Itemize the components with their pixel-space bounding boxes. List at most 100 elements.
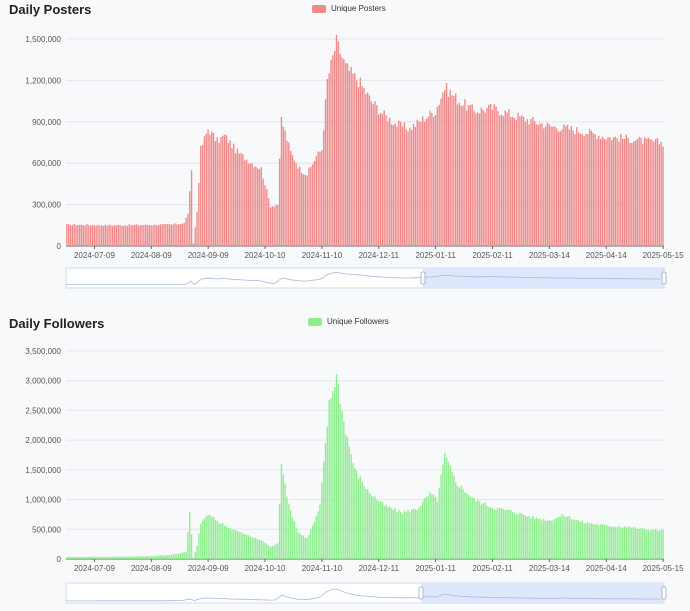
bar[interactable] [102, 556, 105, 559]
bar[interactable] [510, 117, 512, 246]
bar[interactable] [222, 523, 224, 559]
bar[interactable] [302, 535, 305, 559]
bar[interactable] [110, 556, 112, 559]
bar[interactable] [161, 224, 163, 246]
bar[interactable] [625, 134, 628, 246]
bar[interactable] [313, 161, 316, 246]
bar[interactable] [546, 122, 549, 246]
bar[interactable] [445, 83, 448, 246]
bar[interactable] [488, 507, 490, 559]
bar[interactable] [480, 504, 483, 559]
bar[interactable] [218, 523, 220, 559]
bar[interactable] [229, 527, 231, 559]
bar[interactable] [264, 185, 266, 246]
bar[interactable] [156, 555, 158, 559]
bar[interactable] [244, 160, 246, 246]
bar[interactable] [253, 538, 255, 559]
bar[interactable] [576, 520, 578, 559]
bar[interactable] [67, 556, 70, 559]
bar[interactable] [176, 553, 178, 559]
bar[interactable] [394, 507, 396, 559]
zoom-slider-handle[interactable] [661, 271, 667, 285]
bar[interactable] [187, 213, 189, 246]
bar[interactable] [132, 224, 134, 246]
bar[interactable] [328, 400, 330, 559]
bar[interactable] [576, 127, 578, 246]
bar[interactable] [123, 556, 125, 559]
bar[interactable] [629, 526, 631, 559]
bar[interactable] [366, 488, 369, 559]
bar[interactable] [467, 105, 470, 246]
bar[interactable] [405, 511, 407, 559]
bar[interactable] [640, 137, 642, 246]
bar[interactable] [387, 121, 389, 246]
bar[interactable] [654, 529, 657, 559]
bar[interactable] [425, 496, 428, 559]
bar[interactable] [146, 556, 149, 559]
bar[interactable] [366, 92, 369, 246]
bar[interactable] [363, 87, 365, 246]
bar[interactable] [167, 555, 169, 559]
bar[interactable] [596, 524, 598, 559]
bar[interactable] [643, 528, 646, 559]
bar[interactable] [535, 124, 538, 246]
bar[interactable] [403, 122, 406, 246]
bar[interactable] [649, 139, 651, 246]
bar[interactable] [295, 527, 297, 559]
bar[interactable] [499, 115, 501, 247]
bar[interactable] [255, 537, 257, 559]
bar[interactable] [658, 530, 661, 559]
bar[interactable] [566, 516, 569, 559]
bar[interactable] [546, 520, 549, 559]
bar[interactable] [374, 101, 376, 246]
bar[interactable] [464, 492, 466, 559]
bar[interactable] [620, 527, 622, 559]
bar[interactable] [361, 86, 363, 246]
bar[interactable] [205, 516, 207, 559]
bar[interactable] [555, 128, 558, 246]
bar[interactable] [521, 513, 523, 559]
bar[interactable] [132, 556, 134, 559]
bar[interactable] [284, 130, 286, 246]
bar[interactable] [541, 123, 543, 246]
bar[interactable] [398, 509, 400, 559]
bar[interactable] [207, 129, 209, 246]
bar[interactable] [242, 533, 244, 559]
bar[interactable] [156, 225, 158, 246]
bar[interactable] [420, 505, 422, 559]
bar[interactable] [601, 524, 604, 559]
bar[interactable] [423, 498, 426, 559]
bar[interactable] [216, 520, 218, 559]
bar[interactable] [455, 482, 457, 559]
bar[interactable] [143, 556, 145, 559]
bar[interactable] [423, 121, 426, 246]
bar[interactable] [610, 140, 613, 246]
bar[interactable] [185, 551, 187, 559]
bar[interactable] [121, 556, 123, 559]
bar[interactable] [258, 540, 261, 559]
bar[interactable] [143, 225, 145, 246]
bar[interactable] [627, 138, 629, 246]
bar[interactable] [93, 556, 96, 559]
bar[interactable] [245, 534, 248, 559]
bar[interactable] [282, 474, 284, 559]
bar[interactable] [223, 134, 226, 246]
bar[interactable] [486, 505, 488, 559]
bar[interactable] [242, 154, 244, 246]
bar[interactable] [543, 518, 545, 559]
bar[interactable] [161, 555, 163, 559]
bar[interactable] [532, 117, 534, 246]
bar[interactable] [170, 224, 173, 246]
bar[interactable] [365, 489, 367, 559]
bar[interactable] [183, 222, 185, 246]
bar[interactable] [82, 225, 85, 246]
bar[interactable] [101, 556, 103, 559]
bar[interactable] [137, 225, 140, 246]
bar[interactable] [596, 139, 598, 246]
bar[interactable] [233, 143, 235, 246]
bar[interactable] [460, 106, 462, 246]
bar[interactable] [587, 522, 589, 559]
bar[interactable] [422, 116, 424, 247]
bar[interactable] [278, 158, 281, 246]
bar[interactable] [530, 518, 532, 559]
